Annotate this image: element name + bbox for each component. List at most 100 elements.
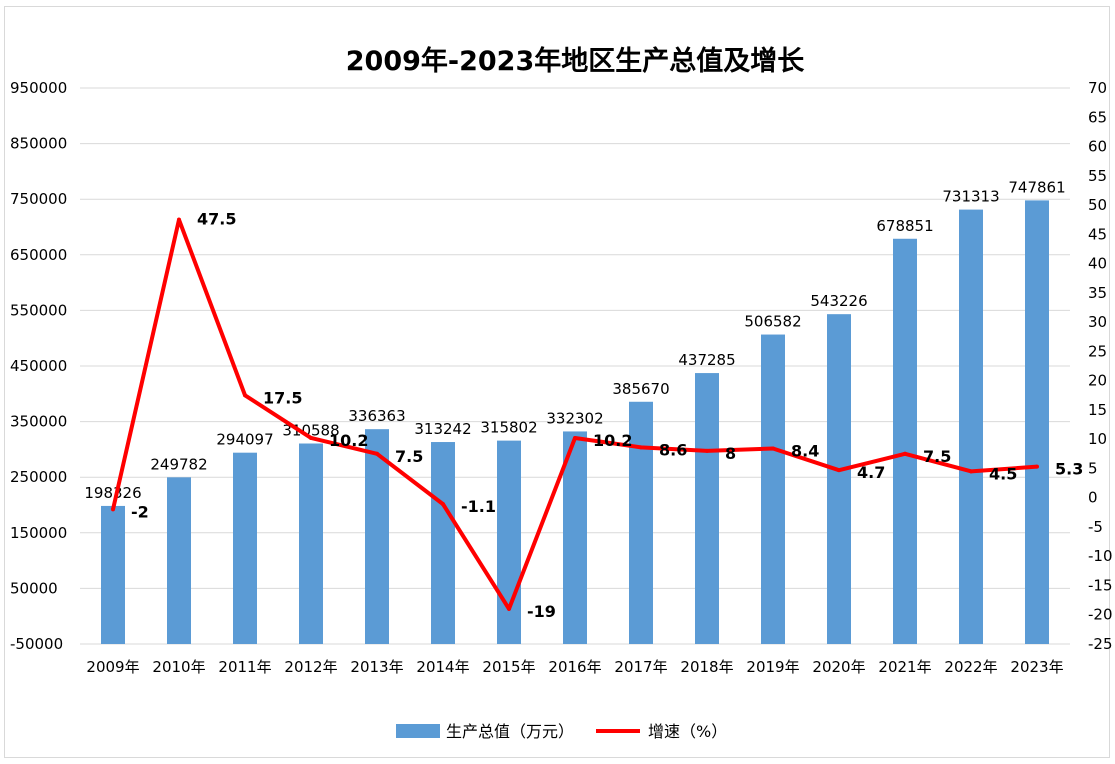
line-point xyxy=(441,502,445,507)
bar xyxy=(563,431,587,644)
x-tick-label: 2022年 xyxy=(944,658,997,676)
left-tick-label: 550000 xyxy=(10,301,67,319)
bar-value-label: 336363 xyxy=(348,407,405,425)
bar-value-label: 506582 xyxy=(744,313,801,331)
right-tick-label: 70 xyxy=(1088,79,1107,97)
bar xyxy=(959,209,983,644)
x-tick-label: 2009年 xyxy=(86,658,139,676)
line-value-label: 4.7 xyxy=(857,463,885,482)
x-axis-ticks: 2009年 2010年 2011年 2012年 2013年 2014年 2015年 2016年… xyxy=(86,658,1063,676)
x-tick-label: 2015年 xyxy=(482,658,535,676)
right-tick-label: 40 xyxy=(1088,255,1107,273)
line-value-label: 8.4 xyxy=(791,442,819,461)
right-tick-label: 20 xyxy=(1088,372,1107,390)
line-value-label: 7.5 xyxy=(923,447,951,466)
x-tick-label: 2011年 xyxy=(218,658,271,676)
line-point xyxy=(771,446,775,451)
line-value-label: 4.5 xyxy=(989,464,1017,483)
right-tick-label: 35 xyxy=(1088,284,1107,302)
x-tick-label: 2018年 xyxy=(680,658,733,676)
line-value-label: -19 xyxy=(527,602,556,621)
line-point xyxy=(111,507,115,512)
bar xyxy=(101,505,125,644)
line-data-labels: -2 47.5 17.5 10.2 7.5 -1.1 -19 10.2 8.6 8 8.4 4.7 7.… xyxy=(131,210,1083,621)
line-value-label: 47.5 xyxy=(197,210,236,229)
right-tick-label: 15 xyxy=(1088,401,1107,419)
line-point xyxy=(573,435,577,440)
left-tick-label: -50000 xyxy=(10,635,63,653)
line-point xyxy=(243,393,247,398)
line-point xyxy=(507,606,511,611)
line-value-label: -1.1 xyxy=(461,497,496,516)
x-tick-label: 2019年 xyxy=(746,658,799,676)
x-tick-label: 2021年 xyxy=(878,658,931,676)
x-tick-label: 2023年 xyxy=(1010,658,1063,676)
bar xyxy=(1025,200,1049,644)
x-tick-label: 2016年 xyxy=(548,658,601,676)
line-value-label: 5.3 xyxy=(1055,460,1083,479)
bar xyxy=(695,373,719,644)
left-tick-label: 150000 xyxy=(10,524,67,542)
right-tick-label: -15 xyxy=(1088,576,1113,594)
right-axis-ticks: 7065605550454035302520151050-5-10-15-20-… xyxy=(1088,79,1113,653)
bar-value-label: 310588 xyxy=(282,422,339,440)
right-tick-label: 55 xyxy=(1088,167,1107,185)
line-point xyxy=(837,468,841,473)
right-tick-label: 0 xyxy=(1088,489,1098,507)
line-point xyxy=(639,445,643,450)
bar-value-label: 332302 xyxy=(546,409,603,427)
left-tick-label: 50000 xyxy=(10,579,58,597)
x-tick-label: 2012年 xyxy=(284,658,337,676)
left-tick-label: 450000 xyxy=(10,357,67,375)
left-tick-label: 850000 xyxy=(10,135,67,153)
chart-frame xyxy=(4,6,1110,758)
left-tick-label: 950000 xyxy=(10,79,67,97)
right-tick-label: 50 xyxy=(1088,196,1107,214)
line-point xyxy=(375,451,379,456)
x-tick-label: 2017年 xyxy=(614,658,667,676)
bar xyxy=(431,442,455,644)
legend-line-label: 增速（%） xyxy=(648,722,727,741)
right-tick-label: -25 xyxy=(1088,635,1113,653)
bar xyxy=(167,477,191,644)
chart-title: 2009年-2023年地区生产总值及增长 xyxy=(346,45,805,77)
line-point xyxy=(1035,464,1039,469)
right-tick-label: 65 xyxy=(1088,108,1107,126)
bar xyxy=(761,334,785,644)
line-point xyxy=(705,448,709,453)
left-tick-label: 250000 xyxy=(10,468,67,486)
line-point xyxy=(177,217,181,222)
left-tick-label: 350000 xyxy=(10,413,67,431)
bar-value-label: 385670 xyxy=(612,380,669,398)
bar-value-label: 678851 xyxy=(876,217,933,235)
bar-value-label: 437285 xyxy=(678,351,735,369)
x-tick-label: 2013年 xyxy=(350,658,403,676)
bar-value-label: 313242 xyxy=(414,420,471,438)
line-value-label: 8.6 xyxy=(659,440,687,459)
bar-value-label: 731313 xyxy=(942,188,999,206)
bar xyxy=(827,314,851,644)
right-tick-label: 45 xyxy=(1088,225,1107,243)
line-point xyxy=(969,469,973,474)
line-value-label: 10.2 xyxy=(329,431,368,450)
bar-value-label: 249782 xyxy=(150,455,207,473)
bar-value-label: 294097 xyxy=(216,431,273,449)
bar-value-label: 315802 xyxy=(480,419,537,437)
bar-value-label: 747861 xyxy=(1008,178,1065,196)
line-value-label: 10.2 xyxy=(593,431,632,450)
legend-bar-label: 生产总值（万元） xyxy=(446,722,574,741)
line-value-label: -2 xyxy=(131,502,149,521)
right-tick-label: -5 xyxy=(1088,518,1103,536)
bar xyxy=(299,443,323,644)
right-tick-label: 30 xyxy=(1088,313,1107,331)
left-tick-label: 650000 xyxy=(10,246,67,264)
bar xyxy=(365,429,389,644)
line-point xyxy=(903,451,907,456)
line-series xyxy=(111,217,1039,611)
bar-series xyxy=(101,200,1049,644)
line-value-label: 7.5 xyxy=(395,447,423,466)
line-value-label: 8 xyxy=(725,444,736,463)
left-tick-label: 750000 xyxy=(10,190,67,208)
bar xyxy=(629,401,653,644)
